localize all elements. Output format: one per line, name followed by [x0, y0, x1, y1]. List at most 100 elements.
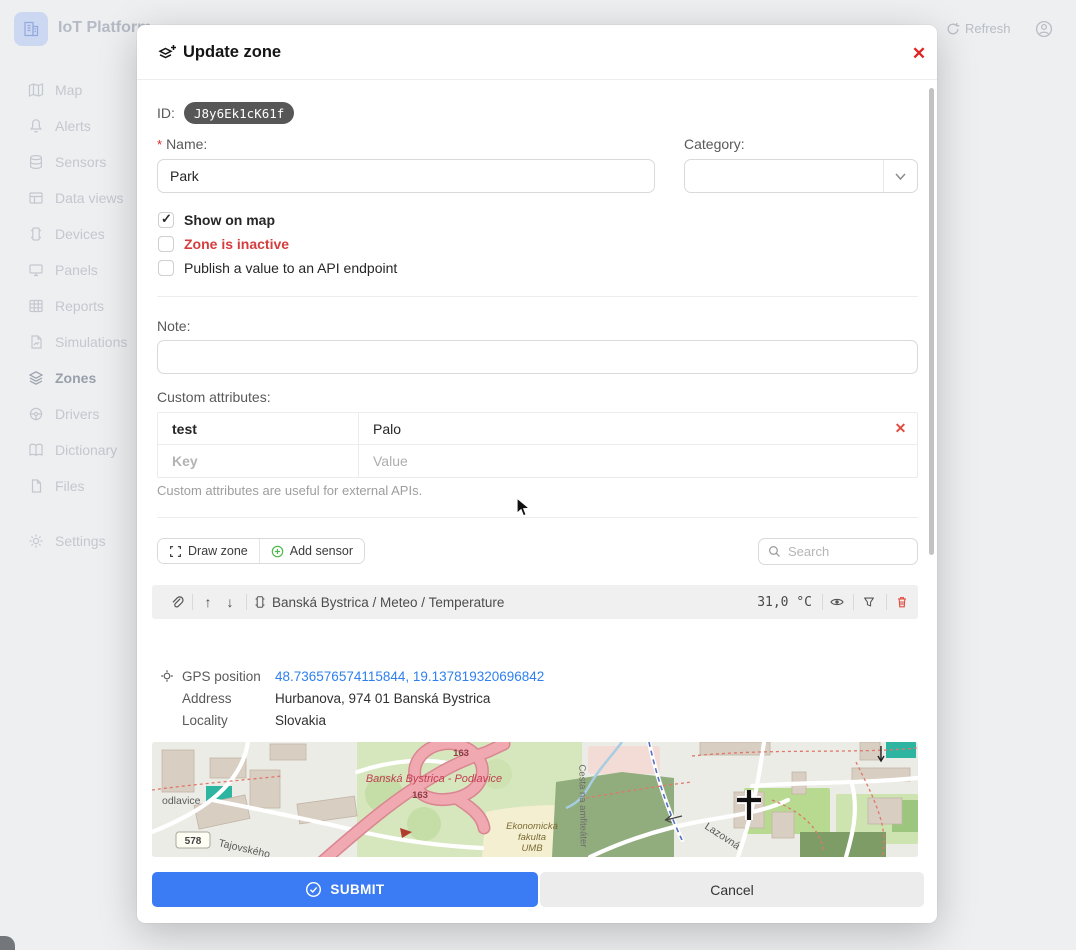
checkbox-box[interactable]: [158, 236, 174, 252]
app-title: IoT Platform: [58, 19, 152, 36]
id-label: ID:: [157, 105, 175, 121]
sensor-device-icon: [250, 585, 270, 619]
link-sensor-button[interactable]: [166, 585, 186, 619]
paperclip-icon: [172, 595, 184, 607]
add-sensor-button[interactable]: Add sensor: [258, 539, 364, 563]
sidebar-item-alerts[interactable]: Alerts: [28, 115, 91, 137]
move-up-button[interactable]: ↑: [204, 594, 212, 610]
filter-icon: [864, 597, 874, 607]
delete-sensor-button[interactable]: [892, 585, 912, 619]
attribute-key-input[interactable]: [158, 413, 358, 444]
sidebar-item-panels[interactable]: Panels: [28, 259, 98, 281]
gps-coordinates-link[interactable]: 48.736576574115844, 19.137819320696842: [275, 668, 545, 684]
monitor-icon: [29, 264, 43, 277]
gear-icon: [29, 534, 43, 548]
required-mark: *: [157, 137, 163, 152]
map-icon: [28, 83, 44, 97]
sensor-name: Banská Bystrica / Meteo / Temperature: [272, 594, 505, 610]
sidebar-item-devices[interactable]: Devices: [28, 223, 105, 245]
sidebar-label: Sensors: [55, 154, 107, 170]
sidebar-item-sensors[interactable]: Sensors: [28, 151, 106, 173]
submit-button[interactable]: SUBMIT: [152, 872, 538, 907]
sidebar-item-simulations[interactable]: Simulations: [28, 331, 127, 353]
sidebar-label: Alerts: [55, 118, 91, 134]
database-icon: [29, 154, 43, 170]
separator: [886, 594, 887, 610]
steering-icon: [29, 407, 43, 421]
sidebar-label: Map: [55, 82, 83, 98]
user-avatar-button[interactable]: [1035, 20, 1053, 38]
sidebar-label: Dictionary: [55, 442, 118, 458]
address-label: Address: [182, 690, 232, 706]
filter-button[interactable]: [859, 585, 879, 619]
visibility-button[interactable]: [827, 585, 847, 619]
separator: [853, 594, 854, 610]
gps-position-label: GPS position: [182, 668, 261, 684]
attribute-value-input[interactable]: [359, 445, 884, 477]
eye-icon: [830, 598, 844, 606]
sidebar-item-map[interactable]: Map: [28, 79, 82, 101]
name-label: * Name:: [157, 136, 208, 152]
sidebar-label: Zones: [55, 370, 97, 386]
sidebar-label: Data views: [55, 190, 124, 206]
zone-map[interactable]: 578 odlavice Tajovského Banská Bystrica …: [152, 742, 918, 857]
sidebar-item-reports[interactable]: Reports: [28, 295, 104, 317]
sidebar-label: Simulations: [55, 334, 128, 350]
search-input[interactable]: [788, 544, 908, 559]
name-input[interactable]: [157, 159, 655, 193]
background-corner: [0, 936, 15, 950]
update-zone-modal: Update zone ✕ ID: J8y6Ek1cK61f *Name: Ca…: [137, 25, 937, 923]
map-poi-label: Ekonomická: [506, 821, 558, 832]
sensor-row: ↑ ↓ Banská Bystrica / Meteo / Temperatur…: [152, 585, 918, 619]
sensor-value: 31,0 °C: [757, 594, 812, 610]
attribute-key-input[interactable]: [158, 445, 358, 477]
cancel-button[interactable]: Cancel: [540, 872, 924, 907]
checkbox-box[interactable]: [158, 260, 174, 276]
custom-attributes-label: Custom attributes:: [157, 389, 271, 405]
sidebar-item-dictionary[interactable]: Dictionary: [28, 439, 117, 461]
custom-attributes-table: ✕: [157, 412, 918, 478]
checkbox-zone-inactive[interactable]: Zone is inactive: [158, 234, 289, 254]
sidebar-label: Devices: [55, 226, 105, 242]
separator: [246, 594, 247, 610]
gps-position-row: GPS position 48.736576574115844, 19.1378…: [160, 665, 544, 687]
sidebar-item-data-views[interactable]: Data views: [28, 187, 123, 209]
draw-zone-icon: [170, 545, 181, 557]
modal-title: Update zone: [183, 43, 282, 61]
checkbox-show-on-map[interactable]: Show on map: [158, 210, 275, 230]
sidebar-item-files[interactable]: Files: [28, 475, 85, 497]
attribute-value-input[interactable]: [359, 413, 884, 444]
attribute-row: ✕: [158, 413, 917, 445]
checkbox-label: Zone is inactive: [184, 236, 290, 252]
category-select[interactable]: [684, 159, 918, 193]
checkbox-publish-api[interactable]: Publish a value to an API endpoint: [158, 258, 397, 278]
submit-label: SUBMIT: [330, 882, 385, 897]
gps-position-label-wrap: GPS position: [160, 669, 275, 684]
locality-label: Locality: [182, 712, 228, 728]
remove-attribute-icon[interactable]: ✕: [894, 420, 907, 436]
modal-scrollbar[interactable]: [929, 88, 934, 555]
refresh-button[interactable]: Refresh: [946, 21, 1011, 36]
sensor-search[interactable]: [758, 538, 918, 565]
separator: [192, 594, 193, 610]
sidebar-label: Drivers: [55, 406, 100, 422]
layers-icon: [28, 371, 44, 385]
checkbox-label: Show on map: [184, 212, 275, 228]
close-icon[interactable]: ✕: [911, 44, 927, 63]
sidebar-label: Reports: [55, 298, 105, 314]
search-icon: [769, 546, 780, 557]
checkbox-box[interactable]: [158, 211, 174, 228]
sidebar-label: Settings: [55, 533, 106, 549]
draw-zone-button[interactable]: Draw zone: [158, 539, 259, 563]
address-row: Address Hurbanova, 974 01 Banská Bystric…: [160, 687, 490, 709]
sidebar-item-zones[interactable]: Zones: [28, 367, 96, 389]
app-logo: [14, 12, 48, 46]
sidebar-item-drivers[interactable]: Drivers: [28, 403, 99, 425]
check-circle-icon: [306, 881, 322, 898]
sidebar-item-settings[interactable]: Settings: [28, 530, 106, 552]
note-input[interactable]: [157, 340, 918, 374]
map-road-number: 163: [453, 748, 469, 759]
move-down-button[interactable]: ↓: [226, 594, 234, 610]
layers-plus-icon: [158, 45, 176, 59]
map-canvas: 578 odlavice Tajovského Banská Bystrica …: [152, 742, 918, 857]
